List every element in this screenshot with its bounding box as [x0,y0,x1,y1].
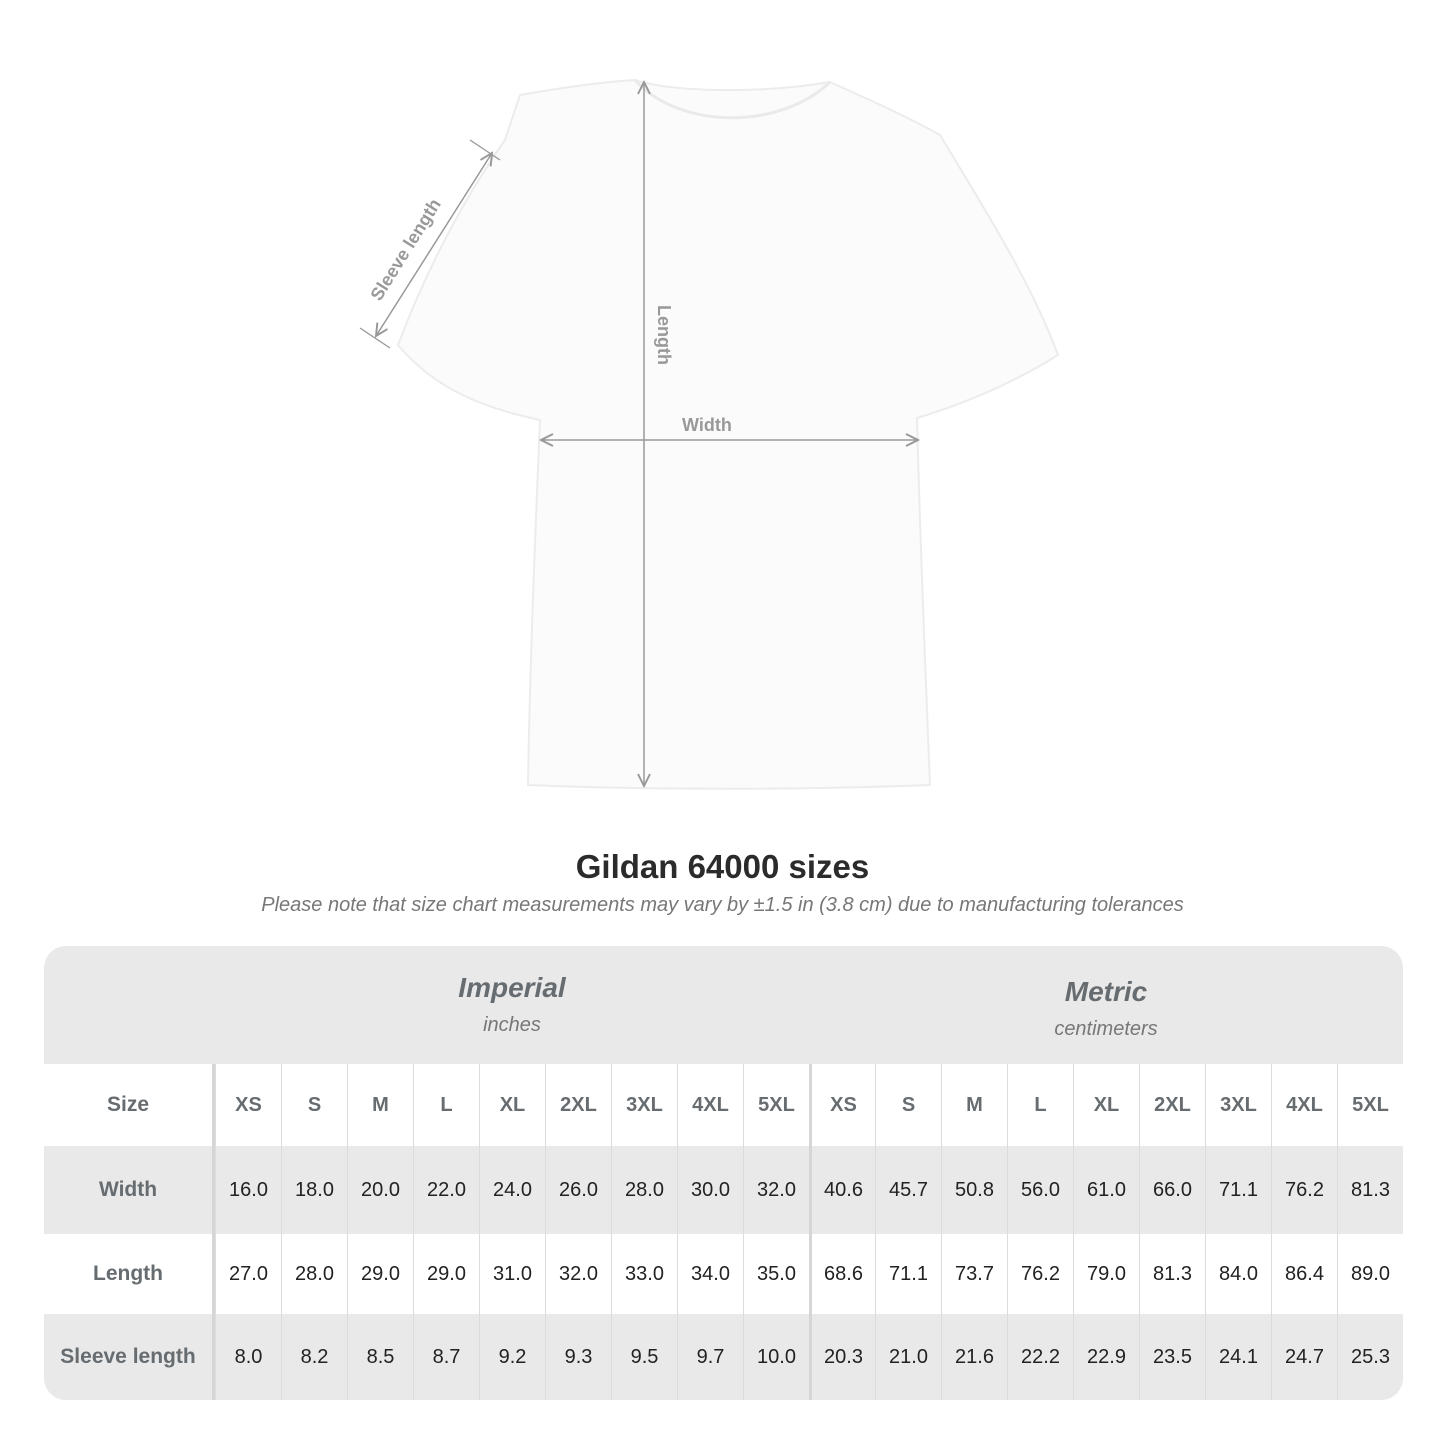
imperial-sleeve-cell: 9.5 [611,1314,677,1400]
imperial-size-header: XS [215,1064,281,1146]
metric-title: Metric [1064,976,1148,1007]
imperial-sleeve-cell: 8.5 [347,1314,413,1400]
metric-size-header: M [941,1064,1007,1146]
imperial-size-header: XL [479,1064,545,1146]
metric-size-header: 4XL [1271,1064,1337,1146]
metric-unit: centimeters [1054,1018,1158,1040]
imperial-sleeve-cell: 9.3 [545,1314,611,1400]
imperial-length-cell: 31.0 [479,1234,545,1314]
metric-width-cell: 76.2 [1271,1146,1337,1234]
row-label: Sleeve length [44,1314,215,1400]
imperial-width-cell: 18.0 [281,1146,347,1234]
imperial-width-cell: 20.0 [347,1146,413,1234]
metric-sleeve-cell: 20.3 [809,1314,875,1400]
metric-width-cell: 45.7 [875,1146,941,1234]
imperial-sleeve-cell: 8.7 [413,1314,479,1400]
chart-title: Gildan 64000 sizes [575,848,870,885]
metric-size-header: L [1007,1064,1073,1146]
metric-length-cell: 81.3 [1139,1234,1205,1314]
metric-width-cell: 81.3 [1337,1146,1403,1234]
imperial-width-cell: 16.0 [215,1146,281,1234]
metric-width-cell: 50.8 [941,1146,1007,1234]
imperial-width-cell: 30.0 [677,1146,743,1234]
metric-size-header: S [875,1064,941,1146]
imperial-width-cell: 24.0 [479,1146,545,1234]
imperial-width-cell: 22.0 [413,1146,479,1234]
imperial-length-cell: 35.0 [743,1234,809,1314]
imperial-length-cell: 33.0 [611,1234,677,1314]
imperial-size-header: S [281,1064,347,1146]
metric-sleeve-cell: 22.2 [1007,1314,1073,1400]
imperial-size-header: M [347,1064,413,1146]
metric-size-header: XS [809,1064,875,1146]
metric-sleeve-cell: 25.3 [1337,1314,1403,1400]
row-label: Size [44,1064,215,1146]
imperial-length-cell: 29.0 [347,1234,413,1314]
imperial-length-cell: 27.0 [215,1234,281,1314]
metric-sleeve-cell: 24.7 [1271,1314,1337,1400]
metric-size-header: 5XL [1337,1064,1403,1146]
tolerance-note: Please note that size chart measurements… [261,894,1184,916]
width-label: Width [682,415,732,435]
imperial-width-cell: 32.0 [743,1146,809,1234]
size-table: Imperial inches Metric centimeters Size X… [44,946,1403,1400]
metric-width-cell: 61.0 [1073,1146,1139,1234]
metric-length-cell: 79.0 [1073,1234,1139,1314]
metric-length-cell: 89.0 [1337,1234,1403,1314]
length-label: Length [654,305,674,365]
imperial-length-cell: 34.0 [677,1234,743,1314]
metric-width-cell: 71.1 [1205,1146,1271,1234]
metric-width-cell: 56.0 [1007,1146,1073,1234]
imperial-sleeve-cell: 8.0 [215,1314,281,1400]
metric-length-cell: 76.2 [1007,1234,1073,1314]
metric-length-cell: 73.7 [941,1234,1007,1314]
imperial-unit: inches [483,1014,541,1036]
metric-sleeve-cell: 21.6 [941,1314,1007,1400]
row-label: Length [44,1234,215,1314]
tshirt-diagram: Sleeve length Length Width [359,78,1060,790]
imperial-title: Imperial [458,972,566,1003]
metric-sleeve-cell: 23.5 [1139,1314,1205,1400]
imperial-sleeve-cell: 8.2 [281,1314,347,1400]
imperial-size-header: 5XL [743,1064,809,1146]
imperial-size-header: 4XL [677,1064,743,1146]
metric-size-header: 2XL [1139,1064,1205,1146]
imperial-size-header: 3XL [611,1064,677,1146]
imperial-size-header: L [413,1064,479,1146]
imperial-length-cell: 32.0 [545,1234,611,1314]
table-row-sleeve: Sleeve length 8.0 8.2 8.5 8.7 9.2 9.3 9.5 9.7 10.… [44,1314,1403,1400]
imperial-size-header: 2XL [545,1064,611,1146]
metric-size-header: 3XL [1205,1064,1271,1146]
imperial-width-cell: 26.0 [545,1146,611,1234]
imperial-width-cell: 28.0 [611,1146,677,1234]
metric-sleeve-cell: 21.0 [875,1314,941,1400]
table-row-width: Width 16.0 18.0 20.0 22.0 24.0 26.0 28.0 30.0 32.… [44,1146,1403,1234]
imperial-header: Imperial inches [215,946,809,1064]
table-row-size: Size XS S M L XL 2XL 3XL 4XL 5XL XS S M L XL 2XL 3XL 4XL 5… [44,1064,1403,1146]
metric-length-cell: 86.4 [1271,1234,1337,1314]
row-label: Width [44,1146,215,1234]
imperial-sleeve-cell: 9.7 [677,1314,743,1400]
imperial-length-cell: 28.0 [281,1234,347,1314]
metric-size-header: XL [1073,1064,1139,1146]
metric-header: Metric centimeters [809,946,1403,1064]
metric-length-cell: 71.1 [875,1234,941,1314]
metric-sleeve-cell: 24.1 [1205,1314,1271,1400]
metric-length-cell: 84.0 [1205,1234,1271,1314]
metric-width-cell: 66.0 [1139,1146,1205,1234]
imperial-length-cell: 29.0 [413,1234,479,1314]
metric-sleeve-cell: 22.9 [1073,1314,1139,1400]
imperial-sleeve-cell: 9.2 [479,1314,545,1400]
metric-width-cell: 40.6 [809,1146,875,1234]
metric-length-cell: 68.6 [809,1234,875,1314]
sleeve-arrow [359,139,501,349]
imperial-sleeve-cell: 10.0 [743,1314,809,1400]
table-row-length: Length 27.0 28.0 29.0 29.0 31.0 32.0 33.0 34.0 35… [44,1234,1403,1314]
